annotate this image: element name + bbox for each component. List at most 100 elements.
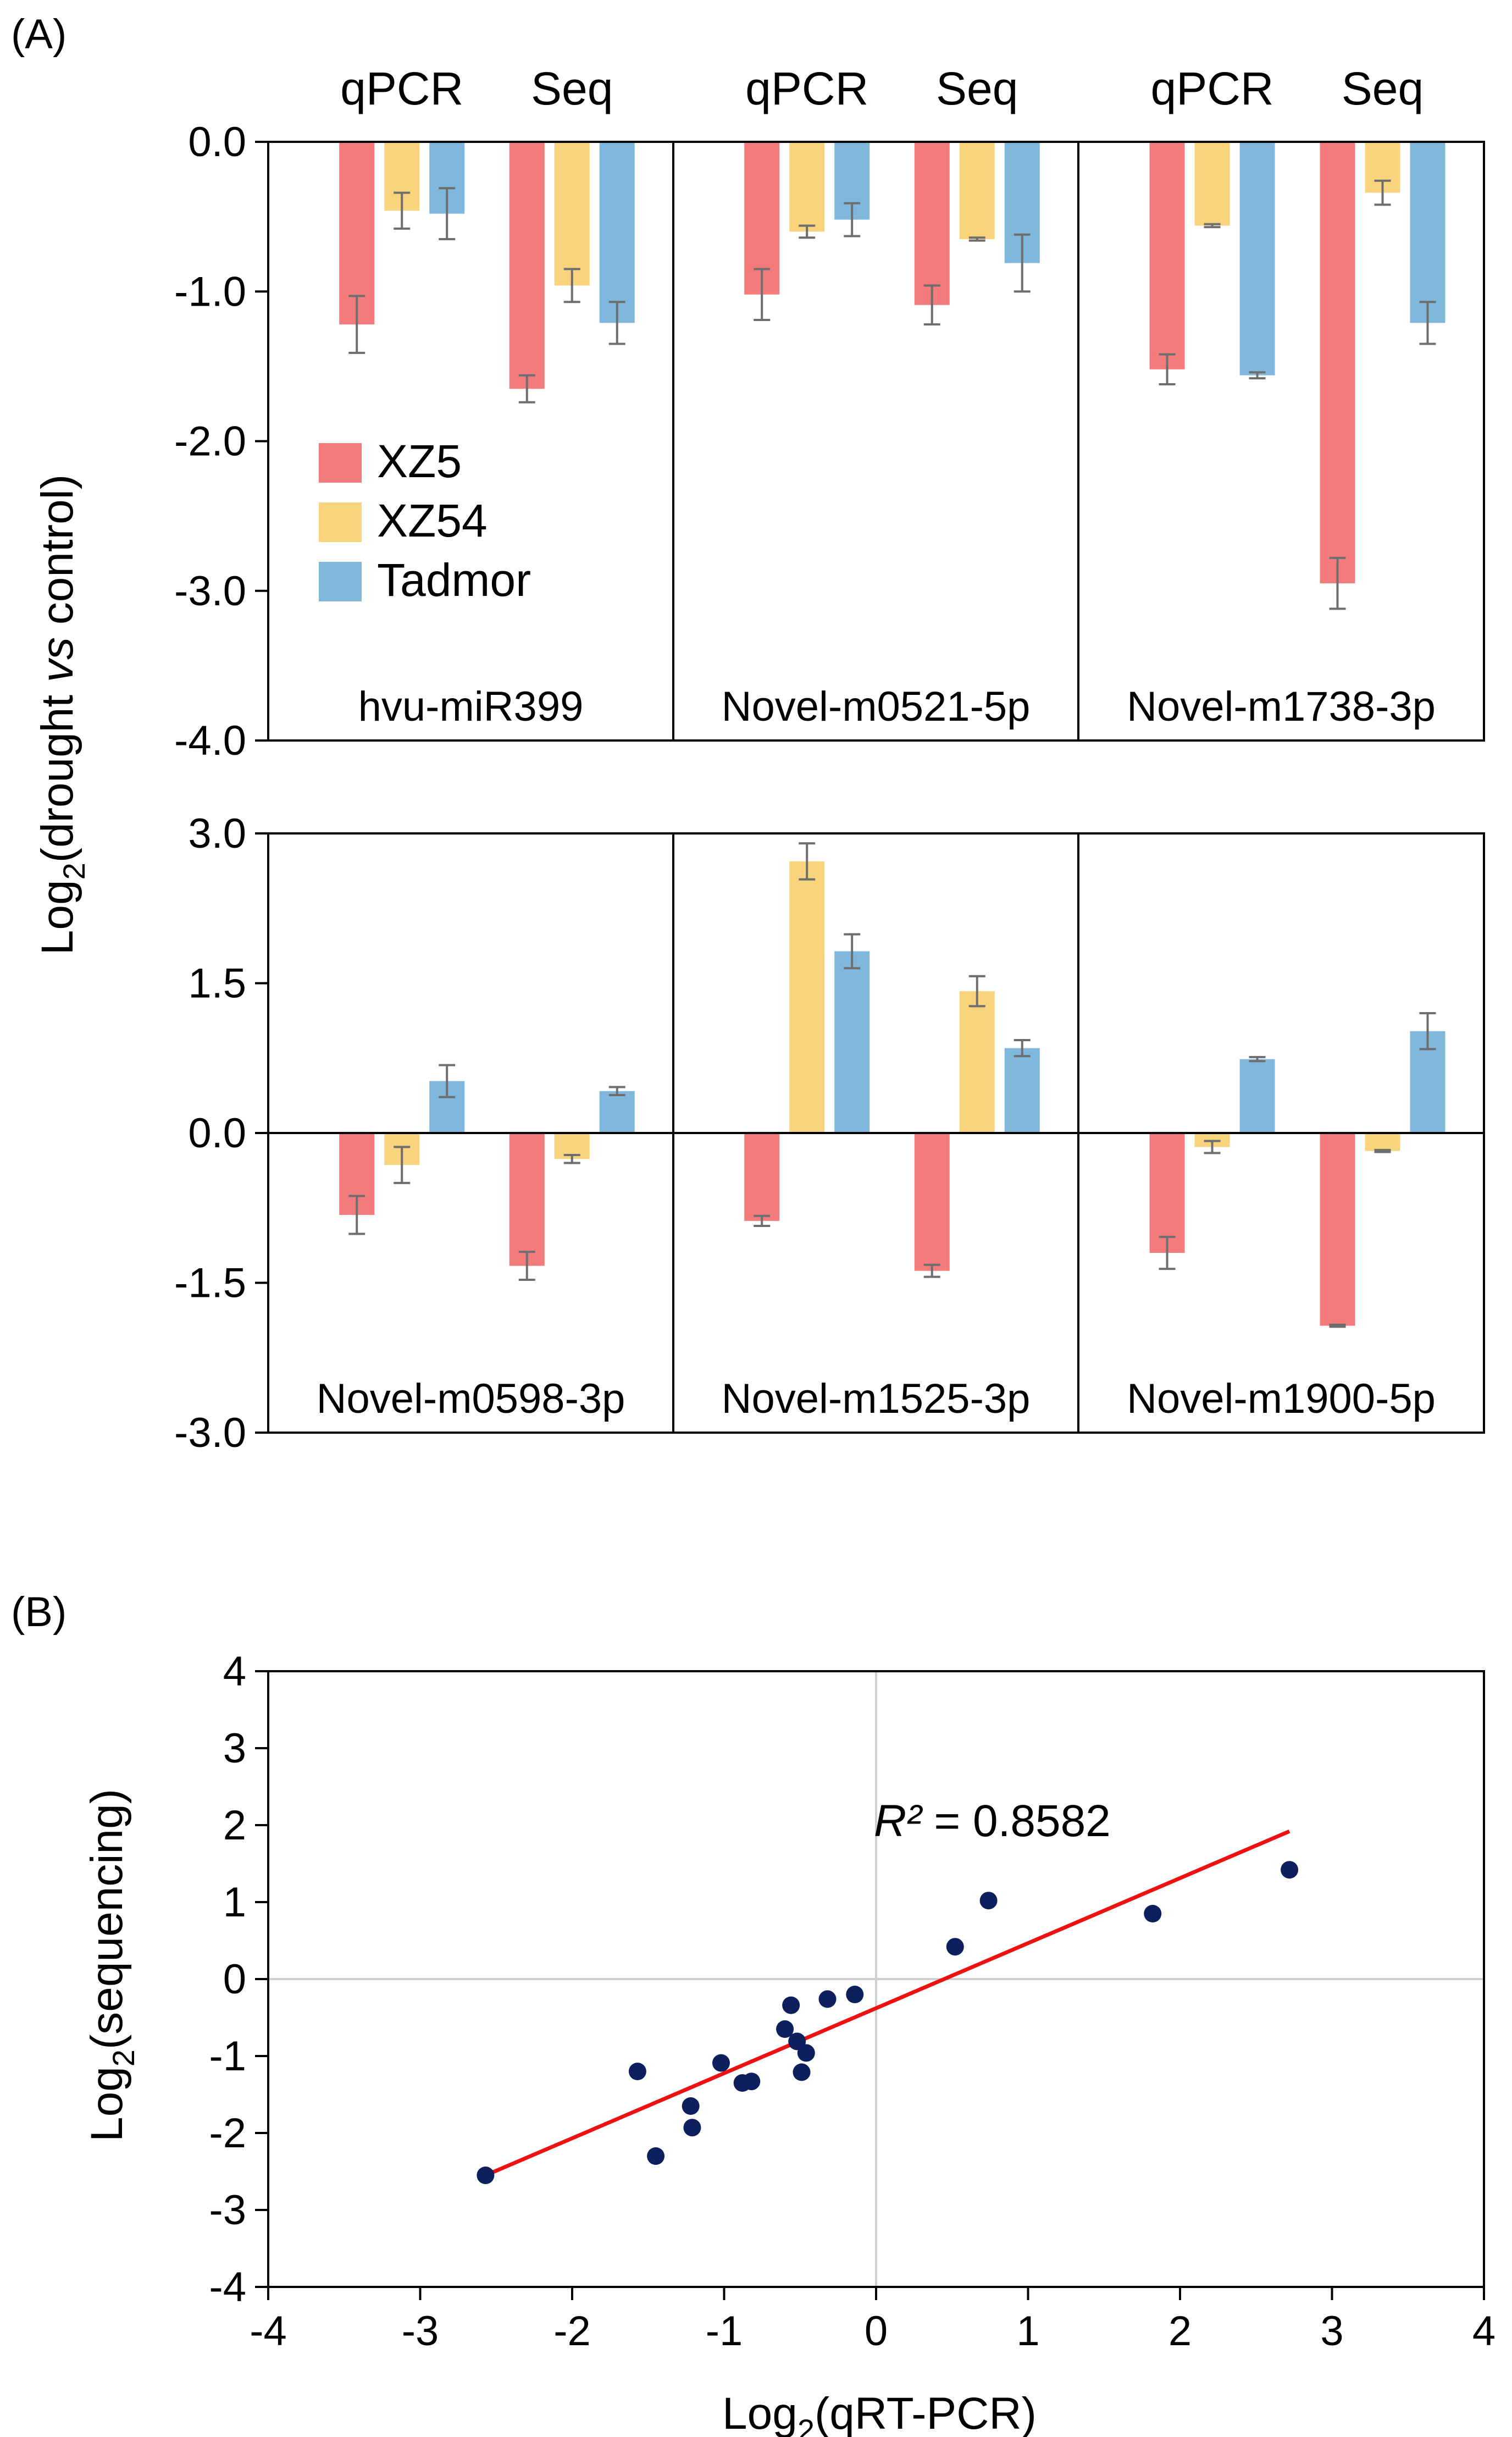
bar bbox=[1239, 142, 1275, 375]
y-tick-label: -1.0 bbox=[174, 268, 246, 315]
y-tick-label: -3 bbox=[209, 2187, 246, 2234]
bar bbox=[509, 1133, 545, 1266]
bar bbox=[744, 1133, 780, 1221]
panel-frame bbox=[1077, 141, 1485, 742]
scatter-point bbox=[647, 2147, 665, 2165]
bar bbox=[339, 142, 375, 325]
group-label: Seq bbox=[531, 63, 613, 114]
panel-b-y-axis-label: Log2(sequencing) bbox=[82, 1789, 141, 2142]
legend-swatch bbox=[319, 502, 362, 542]
bar bbox=[959, 991, 995, 1133]
y-tick-label: 3.0 bbox=[188, 810, 246, 857]
panel-a-y-axis-label: Log2(drought vs control) bbox=[32, 474, 91, 955]
bar bbox=[1004, 1048, 1040, 1133]
scatter-point bbox=[797, 2044, 815, 2062]
x-tick-label: 0 bbox=[865, 2308, 888, 2355]
legend-label: XZ5 bbox=[377, 435, 462, 487]
bar bbox=[554, 142, 590, 286]
scatter-point bbox=[683, 2119, 701, 2137]
bar bbox=[599, 1091, 635, 1133]
x-tick-label: -4 bbox=[250, 2308, 287, 2355]
x-tick-label: 4 bbox=[1472, 2308, 1496, 2355]
scatter-point bbox=[776, 2020, 794, 2038]
y-tick-label: -3.0 bbox=[174, 568, 246, 615]
scatter-point bbox=[743, 2073, 761, 2091]
scatter-point bbox=[628, 2063, 646, 2080]
panel-b-r-squared: R² = 0.8582 bbox=[874, 1796, 1111, 1846]
panel-a: (A) Log2(drought vs control) qPCR Seq qPCR… bbox=[11, 11, 1485, 1456]
mirna-label: Novel-m1738-3p bbox=[1127, 683, 1436, 730]
bar bbox=[959, 142, 995, 239]
legend-swatch bbox=[319, 443, 362, 483]
bar bbox=[1410, 142, 1445, 323]
x-tick-label: 1 bbox=[1016, 2308, 1039, 2355]
panel-b: (B) -4 -3 -2 -1 0 1 2 3 4 4 3 2 1 0 -1 -2 -3 -4 R² = 0.85… bbox=[11, 1589, 1496, 2437]
bar bbox=[599, 142, 635, 323]
scatter-point bbox=[818, 1990, 837, 2008]
x-tick-label: -2 bbox=[553, 2308, 591, 2355]
mirna-label: Novel-m1900-5p bbox=[1127, 1375, 1436, 1422]
bar bbox=[789, 861, 825, 1133]
group-label: Seq bbox=[936, 63, 1018, 114]
scatter-point bbox=[1144, 1905, 1162, 1922]
y-tick-label: -4 bbox=[209, 2264, 246, 2311]
scatter-point bbox=[477, 2167, 495, 2184]
x-tick-label: 2 bbox=[1168, 2308, 1192, 2355]
mirna-label: Novel-m0521-5p bbox=[722, 683, 1031, 730]
y-tick-label: 1.5 bbox=[188, 960, 246, 1007]
bar bbox=[1320, 142, 1355, 584]
group-labels: qPCR Seq qPCR Seq qPCR Seq bbox=[340, 63, 1424, 114]
scatter-point bbox=[782, 1996, 800, 2014]
bar bbox=[1194, 142, 1230, 226]
group-label: qPCR bbox=[745, 63, 868, 114]
legend: XZ5 XZ54 Tadmor bbox=[319, 435, 531, 606]
y-tick-label: -1 bbox=[209, 2033, 246, 2080]
group-label: qPCR bbox=[1151, 63, 1274, 114]
group-label: Seq bbox=[1342, 63, 1424, 114]
y-tick-label: 0.0 bbox=[188, 119, 246, 165]
panel-a-label: (A) bbox=[11, 11, 67, 58]
bar bbox=[1365, 1133, 1400, 1151]
scatter-point bbox=[846, 1986, 864, 2003]
scatter-point bbox=[682, 2097, 700, 2115]
bar-panel: Novel-m0521-5p bbox=[672, 141, 1079, 742]
bar bbox=[1149, 142, 1185, 369]
bar bbox=[914, 1133, 950, 1271]
bar bbox=[834, 951, 870, 1133]
bar bbox=[914, 142, 950, 305]
trendline bbox=[485, 1829, 1291, 2178]
bar-row-1: 0.0 -1.0 -2.0 -3.0 -4.0 hvu-miR399 Novel-m0521… bbox=[174, 119, 1485, 764]
scatter-point bbox=[946, 1938, 964, 1956]
y-tick-label: -3.0 bbox=[174, 1410, 246, 1456]
bar bbox=[1320, 1133, 1355, 1326]
y-tick-label: -1.5 bbox=[174, 1260, 246, 1307]
bar-panel: hvu-miR399 bbox=[267, 141, 674, 742]
bar-panel: Novel-m1738-3p bbox=[1077, 141, 1485, 742]
y-tick-label: 1 bbox=[223, 1879, 246, 1926]
y-tick-label: 0.0 bbox=[188, 1110, 246, 1157]
legend-swatch bbox=[319, 562, 362, 601]
bar bbox=[1239, 1059, 1275, 1133]
group-label: qPCR bbox=[340, 63, 463, 114]
bar-panel: Novel-m0598-3p bbox=[267, 832, 674, 1434]
y-tick-label: 2 bbox=[223, 1802, 246, 1849]
mirna-label: Novel-m1525-3p bbox=[722, 1375, 1031, 1422]
panel-b-label: (B) bbox=[11, 1589, 67, 1635]
mirna-label: Novel-m0598-3p bbox=[317, 1375, 625, 1422]
scatter-point bbox=[979, 1892, 998, 1910]
scatter-plot: -4 -3 -2 -1 0 1 2 3 4 4 3 2 1 0 -1 -2 -3 -4 bbox=[209, 1648, 1496, 2355]
x-tick-label: 3 bbox=[1320, 2308, 1343, 2355]
bar-chart-rows: 0.0 -1.0 -2.0 -3.0 -4.0 hvu-miR399 Novel-m0521… bbox=[174, 119, 1485, 1456]
scatter-point bbox=[712, 2054, 730, 2072]
x-tick-label: -3 bbox=[402, 2308, 439, 2355]
panel-b-x-axis-label: Log2(qRT-PCR) bbox=[722, 2389, 1037, 2437]
bar bbox=[789, 142, 825, 232]
scatter-point bbox=[793, 2063, 811, 2081]
y-tick-label: -4.0 bbox=[174, 717, 246, 764]
mirna-label: hvu-miR399 bbox=[358, 683, 584, 730]
bar bbox=[509, 142, 545, 389]
legend-label: XZ54 bbox=[377, 495, 488, 546]
x-tick-label: -1 bbox=[706, 2308, 743, 2355]
y-tick-label: 4 bbox=[223, 1648, 246, 1695]
